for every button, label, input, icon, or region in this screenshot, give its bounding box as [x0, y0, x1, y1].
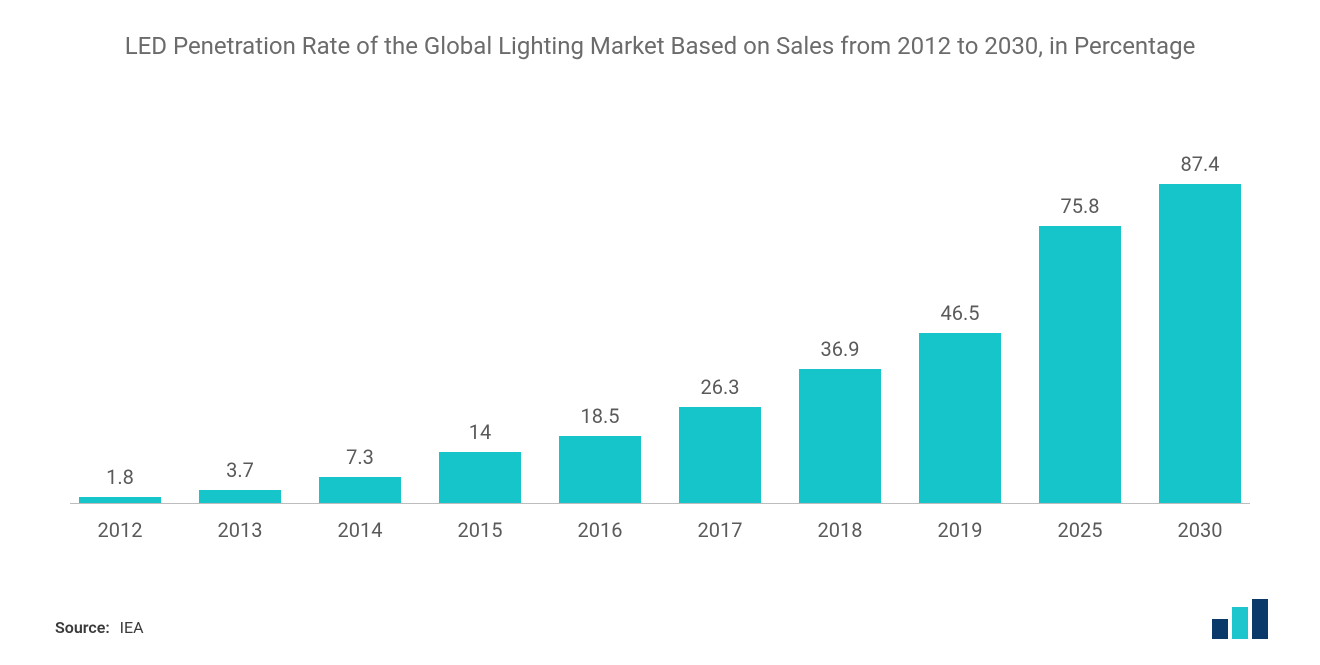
bar [559, 436, 640, 504]
bar [199, 490, 280, 504]
bar [799, 369, 880, 504]
x-axis-line [70, 503, 1250, 504]
x-axis-label: 2018 [818, 518, 863, 542]
x-label-slot: 2015 [420, 518, 540, 542]
x-axis-label: 2025 [1058, 518, 1103, 542]
x-label-slot: 2025 [1020, 518, 1140, 542]
x-axis-label: 2014 [338, 518, 383, 542]
bar-value-label: 3.7 [226, 458, 254, 482]
bar [439, 452, 520, 503]
x-axis-label: 2012 [98, 518, 143, 542]
x-axis-label: 2015 [458, 518, 503, 542]
x-label-slot: 2018 [780, 518, 900, 542]
bar-slot: 26.3 [660, 104, 780, 504]
bar-slot: 14 [420, 104, 540, 504]
source-attribution: Source: IEA [55, 618, 144, 637]
bar-slot: 46.5 [900, 104, 1020, 504]
chart-plot-area: 1.8 3.7 7.3 14 18.5 26.3 36.9 46.5 75.8 87.4 [60, 104, 1260, 504]
mordor-logo-icon [1210, 599, 1280, 643]
x-axis-label: 2013 [218, 518, 263, 542]
bar [319, 477, 400, 504]
bar-value-label: 46.5 [941, 301, 980, 325]
bar-value-label: 36.9 [821, 337, 860, 361]
bar-slot: 36.9 [780, 104, 900, 504]
bar-slot: 1.8 [60, 104, 180, 504]
x-label-slot: 2016 [540, 518, 660, 542]
bar-slot: 3.7 [180, 104, 300, 504]
bar [1159, 184, 1240, 504]
chart-container: LED Penetration Rate of the Global Light… [0, 0, 1320, 665]
bar-slot: 18.5 [540, 104, 660, 504]
x-label-slot: 2012 [60, 518, 180, 542]
bars-row: 1.8 3.7 7.3 14 18.5 26.3 36.9 46.5 75.8 87.4 [60, 104, 1260, 504]
x-label-slot: 2017 [660, 518, 780, 542]
bar-value-label: 87.4 [1181, 152, 1220, 176]
bar-slot: 87.4 [1140, 104, 1260, 504]
x-axis-label: 2030 [1178, 518, 1223, 542]
x-axis-labels: 2012 2013 2014 2015 2016 2017 2018 2019 2025 2030 [60, 518, 1260, 542]
bar-value-label: 7.3 [346, 445, 374, 469]
bar-slot: 7.3 [300, 104, 420, 504]
x-axis-label: 2017 [698, 518, 743, 542]
bar [919, 333, 1000, 503]
source-label: Source: [55, 618, 110, 637]
bar [679, 407, 760, 503]
x-label-slot: 2019 [900, 518, 1020, 542]
bar-value-label: 75.8 [1061, 194, 1100, 218]
x-label-slot: 2014 [300, 518, 420, 542]
bar-slot: 75.8 [1020, 104, 1140, 504]
x-label-slot: 2013 [180, 518, 300, 542]
x-label-slot: 2030 [1140, 518, 1260, 542]
bar-value-label: 18.5 [581, 404, 620, 428]
bar [1039, 226, 1120, 503]
x-axis-label: 2016 [578, 518, 623, 542]
bar-value-label: 14 [469, 420, 491, 444]
chart-title: LED Penetration Rate of the Global Light… [110, 30, 1210, 64]
bar-value-label: 1.8 [106, 465, 134, 489]
bar-value-label: 26.3 [701, 375, 740, 399]
source-value: IEA [120, 618, 144, 637]
x-axis-label: 2019 [938, 518, 983, 542]
